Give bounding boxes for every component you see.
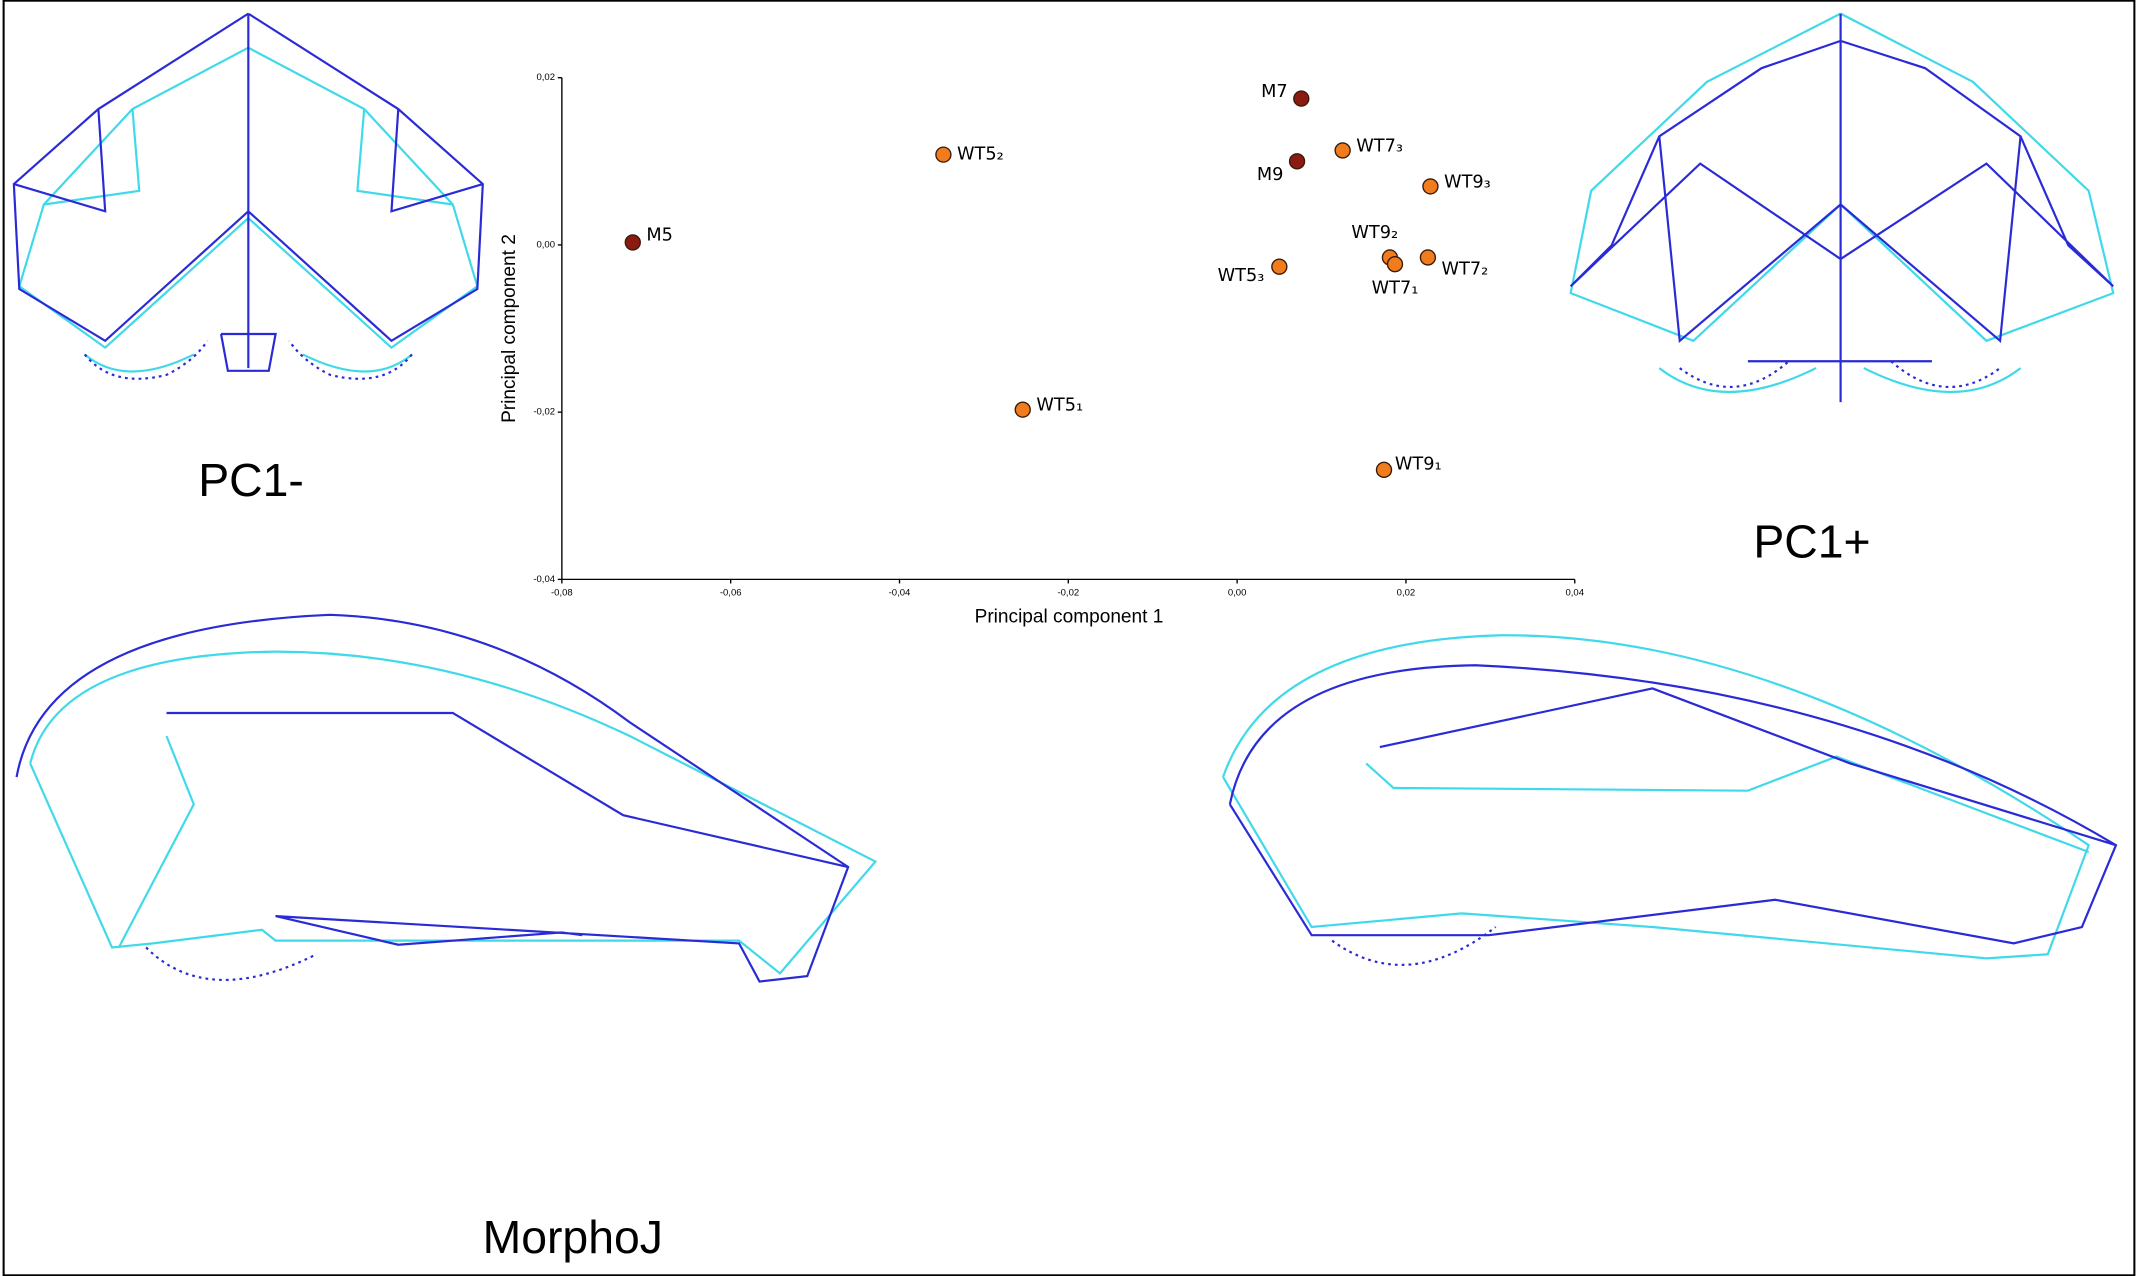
point-label: WT5₃ xyxy=(1218,266,1265,286)
point-label: M9 xyxy=(1257,165,1284,185)
point-label: WT9₃ xyxy=(1444,172,1491,192)
x-axis-title: Principal component 1 xyxy=(975,607,1164,628)
annotation: PC1+ xyxy=(1753,516,1870,568)
point xyxy=(1386,255,1404,273)
point-label: WT5₁ xyxy=(1036,396,1083,416)
annotation: MorphoJ xyxy=(483,1211,663,1263)
shape-wing-left xyxy=(15,613,878,983)
x-tick-label: -0,08 xyxy=(551,588,573,599)
x-tick-label: -0,06 xyxy=(720,588,742,599)
point-label: WT5₂ xyxy=(957,145,1004,165)
shape-wing-right xyxy=(1222,634,2118,966)
point xyxy=(1271,258,1288,275)
point-label: WT7₃ xyxy=(1356,136,1403,156)
x-tick-label: 0,04 xyxy=(1565,588,1584,599)
annotation: PC1- xyxy=(198,454,304,506)
point xyxy=(1014,401,1031,418)
x-tick-label: 0,00 xyxy=(1228,588,1247,599)
x-tick-label: 0,02 xyxy=(1397,588,1416,599)
point xyxy=(1334,142,1351,159)
point xyxy=(1419,249,1437,266)
point xyxy=(1288,153,1306,170)
shape-pc1-minus xyxy=(12,12,484,380)
y-tick-label: -0,04 xyxy=(533,574,555,585)
point-label: M5 xyxy=(646,226,673,246)
point xyxy=(935,146,952,163)
point-label: WT9₂ xyxy=(1351,223,1398,243)
point xyxy=(1293,90,1310,107)
point xyxy=(1422,178,1439,195)
point xyxy=(624,234,641,251)
y-axis-title: Principal component 2 xyxy=(499,234,520,423)
y-tick-label: 0,00 xyxy=(536,239,555,250)
y-tick-label: 0,02 xyxy=(536,72,555,83)
point-label: WT9₁ xyxy=(1395,454,1442,474)
point-label: M7 xyxy=(1261,82,1288,102)
x-tick-label: -0,02 xyxy=(1057,588,1079,599)
point-label: WT7₂ xyxy=(1442,260,1489,280)
point-label: WT7₁ xyxy=(1372,279,1419,299)
shape-pc1-plus xyxy=(1569,12,2115,403)
point xyxy=(1375,461,1393,479)
y-tick-label: -0,02 xyxy=(533,407,555,418)
x-tick-label: -0,04 xyxy=(889,588,911,599)
